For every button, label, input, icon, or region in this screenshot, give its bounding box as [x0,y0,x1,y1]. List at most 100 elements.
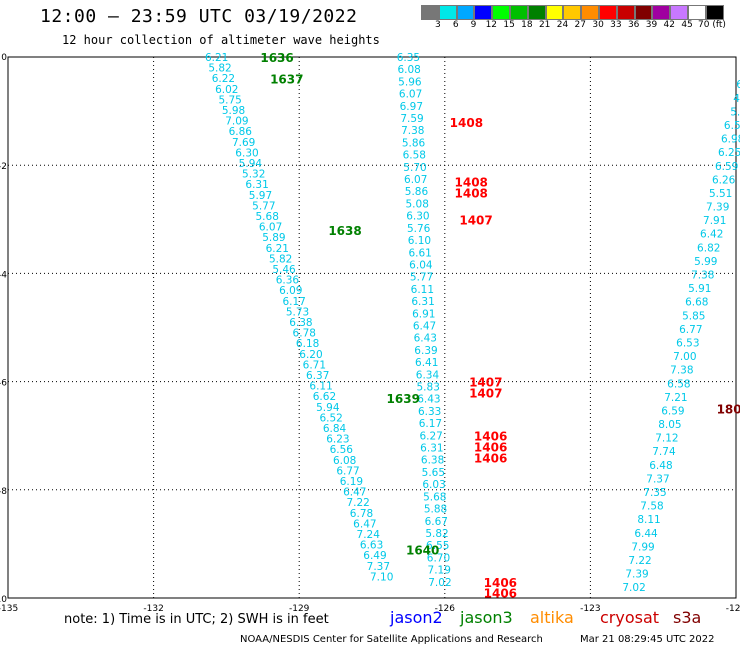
swh-value-label: 6.53 [676,337,699,349]
swh-value-label: 6.09 [279,285,302,297]
x-tick-label: -135 [0,604,18,614]
swh-value-label: 7.10 [370,571,393,583]
swh-value-label: 6.26 [712,174,736,186]
swh-value-label: 5.73 [286,306,309,318]
color-legend-label: 15 [503,20,515,30]
swh-value-label: 5.97 [249,190,272,202]
swh-value-label: 7.19 [428,565,451,577]
color-swatch [438,5,457,20]
x-tick-label: -132 [143,604,163,614]
y-tick-label: -8 [0,487,7,497]
swh-value-label: 7.58 [640,501,663,513]
swh-value-label: 5.99 [694,256,717,268]
swh-value-label: 6.07 [259,222,282,234]
swh-value-label: 6.4 [736,79,740,91]
swh-value-label: 5.46 [272,264,296,276]
swh-value-label: 6.48 [649,460,672,472]
swh-value-label: 5.82 [208,63,231,75]
swh-value-label: 5.68 [256,211,279,223]
color-legend-label: 24 [556,20,569,30]
swh-value-label: 6.11 [309,381,332,393]
swh-value-label: 6.78 [350,508,373,520]
x-tick-label: -129 [289,604,310,614]
swh-value-label: 7.21 [664,392,687,404]
swh-value-label: 5.86 [402,137,426,149]
swh-value-label: 6.38 [289,317,312,329]
swh-value-label: 6.35 [397,52,420,64]
swh-value-label: 6.23 [326,434,349,446]
swh-value-label: 5.94 [316,402,340,414]
color-legend-label: 3 [435,20,441,30]
color-swatch [670,5,688,20]
swh-value-label: 8.05 [658,419,681,431]
swh-value-label: 6.59 [715,161,738,173]
color-swatch [492,5,510,20]
color-swatch [509,5,528,20]
swh-value-label: 6.21 [266,243,289,255]
swh-value-label: 7.39 [706,202,729,214]
swh-value-label: 6.43 [414,333,437,345]
swh-value-label: 5.77 [410,272,433,284]
swh-value-label: 5.32 [242,169,265,181]
swh-value-label: 6.59 [724,120,740,132]
swh-value-label: 6.38 [421,455,444,467]
color-swatch [581,5,599,20]
swh-value-label: 6.61 [408,247,431,259]
time-label: 1639 [387,392,420,406]
color-legend-label: 45 [681,20,693,30]
swh-value-label: 7.24 [357,529,381,541]
time-label: 1640 [406,543,439,557]
color-swatch [456,5,475,20]
time-label: 1408 [455,175,488,189]
time-label: 1408 [450,116,483,130]
time-label: 1637 [270,73,303,87]
swh-value-label: 8.11 [637,514,660,526]
swh-value-label: 6.55 [426,540,449,552]
swh-value-label: 6.67 [425,516,448,528]
swh-value-label: 6.62 [313,391,336,403]
swh-value-label: 4.7 [733,93,740,105]
swh-value-label: 6.37 [306,370,329,382]
time-label: 1406 [474,441,507,455]
chart-title: 12:00 – 23:59 UTC 03/19/2022 [40,6,358,27]
swh-value-label: 6.47 [413,320,436,332]
satellite-cryosat-label: cryosat [600,608,660,627]
swh-value-label: 7.59 [400,113,423,125]
swh-value-label: 6.84 [323,423,347,435]
swh-value-label: 6.91 [412,308,435,320]
swh-value-label: 5.98 [222,105,245,117]
swh-value-label: 7.00 [673,351,696,363]
swh-value-label: 6.33 [418,406,441,418]
swh-value-label: 6.30 [406,211,429,223]
swh-value-label: 7.38 [670,365,693,377]
swh-value-label: 7.12 [655,433,678,445]
swh-value-label: 6.36 [276,275,300,287]
swh-value-label: 5.86 [405,186,429,198]
color-legend-label: 70 (ft) [698,20,726,30]
color-legend-label: 33 [610,20,622,30]
swh-value-label: 5.83 [417,382,440,394]
swh-value-label: 5.08 [406,198,429,210]
swh-value-label: 6.47 [343,487,366,499]
swh-value-label: 6.42 [700,229,723,241]
plot-frame [7,56,737,599]
time-label: 1406 [474,430,507,444]
swh-value-label: 6.31 [420,443,443,455]
swh-value-label: 6.31 [411,296,434,308]
color-legend-label: 30 [592,20,604,30]
swh-value-label: 5.91 [688,283,711,295]
swh-value-label: 5.82 [425,528,448,540]
color-swatch [687,5,706,20]
swh-value-label: 7.09 [225,116,248,128]
color-swatch [705,5,724,20]
color-legend-label: 12 [485,20,498,30]
swh-value-label: 7.22 [628,555,651,567]
color-legend-label: 39 [645,20,658,30]
swh-value-label: 6.44 [634,528,658,540]
swh-value-label: 6.98 [721,134,740,146]
time-label: 1802 [717,403,740,417]
satellite-jason2-label: jason2 [390,608,443,627]
swh-value-label: 6.31 [245,179,268,191]
color-legend-label: 36 [627,20,640,30]
